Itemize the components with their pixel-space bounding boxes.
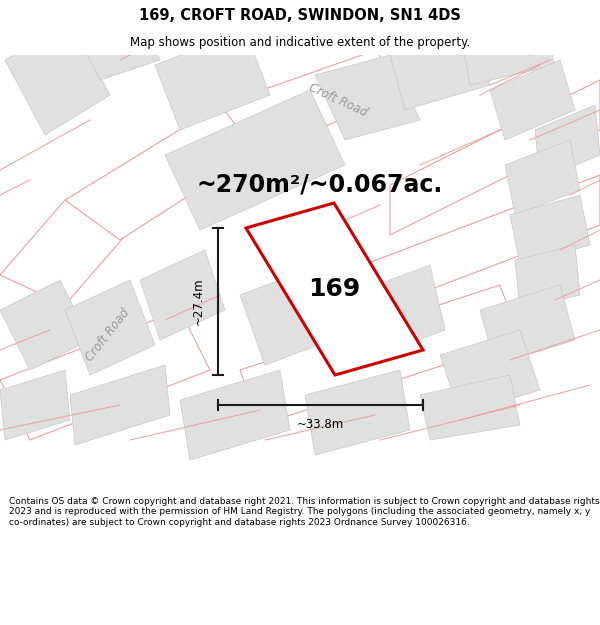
Text: ~27.4m: ~27.4m (191, 278, 205, 325)
Polygon shape (0, 280, 90, 370)
Polygon shape (65, 280, 155, 375)
Text: 169, CROFT ROAD, SWINDON, SN1 4DS: 169, CROFT ROAD, SWINDON, SN1 4DS (139, 8, 461, 23)
Polygon shape (246, 203, 423, 375)
Polygon shape (490, 60, 575, 140)
Polygon shape (70, 365, 170, 445)
Text: Contains OS data © Crown copyright and database right 2021. This information is : Contains OS data © Crown copyright and d… (9, 497, 599, 527)
Polygon shape (510, 195, 590, 265)
Polygon shape (305, 370, 410, 455)
Text: 169: 169 (308, 277, 361, 301)
Polygon shape (240, 285, 520, 425)
Text: Map shows position and indicative extent of the property.: Map shows position and indicative extent… (130, 36, 470, 49)
Polygon shape (390, 30, 490, 110)
Polygon shape (155, 30, 270, 130)
Polygon shape (0, 200, 130, 305)
Text: ~270m²/~0.067ac.: ~270m²/~0.067ac. (197, 173, 443, 197)
Text: Croft Road: Croft Road (307, 81, 369, 119)
Text: Croft Road: Croft Road (83, 306, 133, 364)
Polygon shape (165, 90, 345, 230)
Polygon shape (70, 0, 160, 80)
Polygon shape (315, 55, 420, 140)
Polygon shape (0, 370, 70, 440)
Polygon shape (350, 265, 445, 360)
Polygon shape (515, 245, 580, 310)
Polygon shape (180, 370, 290, 460)
Polygon shape (535, 105, 600, 180)
Polygon shape (140, 250, 225, 340)
Polygon shape (220, 45, 430, 155)
Polygon shape (350, 175, 600, 320)
Polygon shape (390, 80, 600, 235)
Polygon shape (370, 10, 540, 95)
Polygon shape (480, 285, 575, 365)
Polygon shape (440, 330, 540, 415)
Polygon shape (65, 105, 275, 240)
Polygon shape (505, 140, 580, 215)
Polygon shape (0, 310, 210, 440)
Polygon shape (420, 375, 520, 440)
Text: ~33.8m: ~33.8m (297, 419, 344, 431)
Polygon shape (5, 20, 110, 135)
Polygon shape (240, 265, 345, 365)
Polygon shape (460, 10, 555, 85)
